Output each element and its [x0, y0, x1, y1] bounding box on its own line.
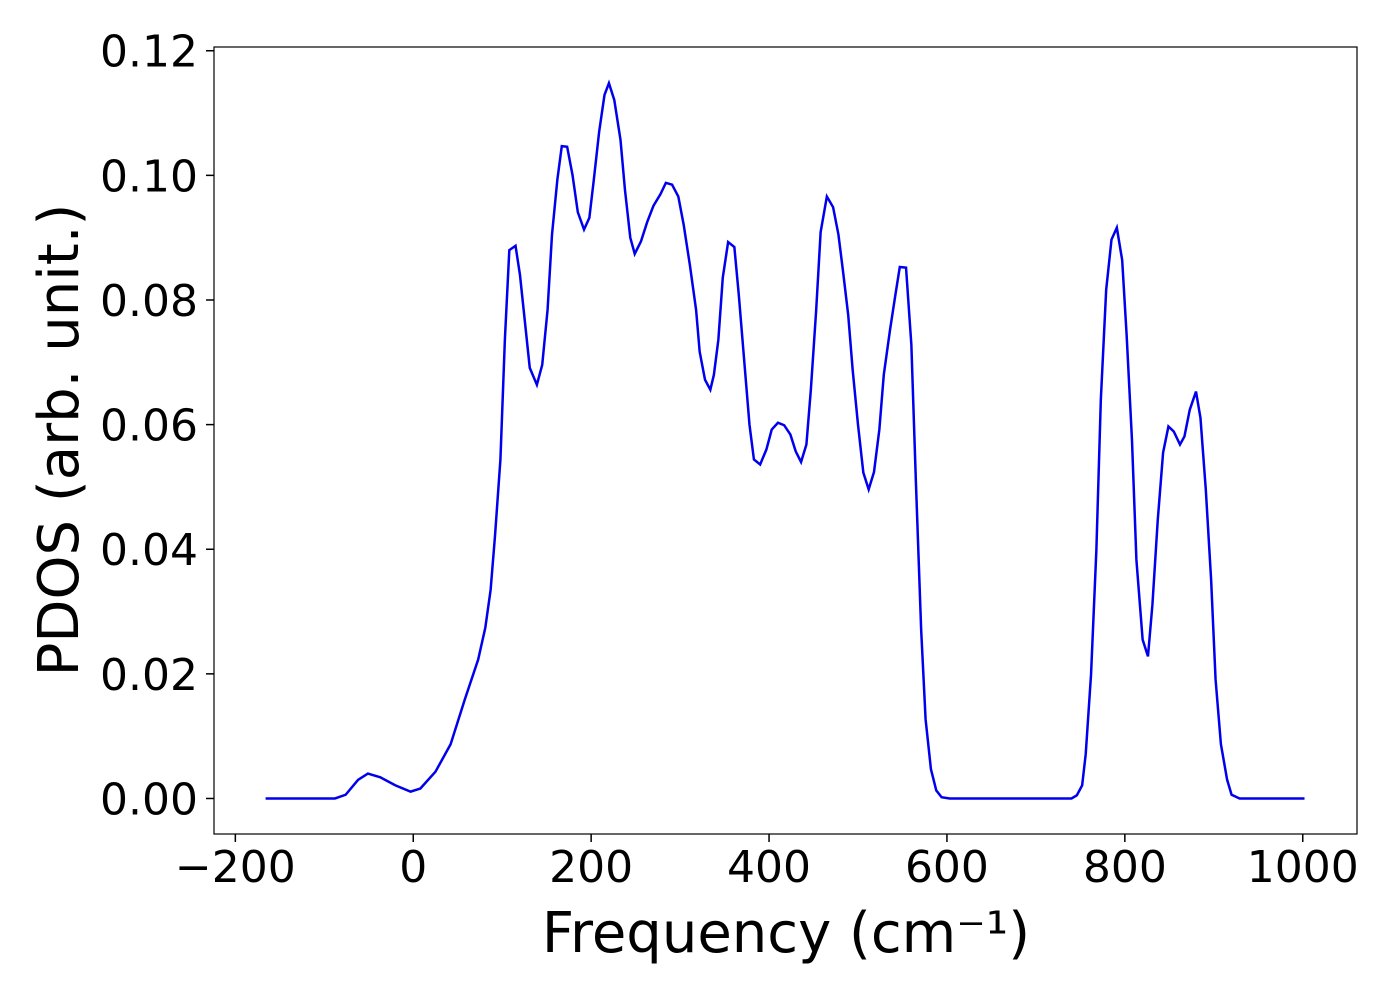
y-tick-label: 0.08: [100, 276, 198, 327]
x-tick-label: −200: [175, 842, 296, 893]
y-axis-label: PDOS (arb. unit.): [27, 204, 92, 677]
y-tick-label: 0.06: [100, 401, 198, 452]
plot-frame: [213, 46, 1358, 835]
x-tick-label: 200: [549, 842, 633, 893]
y-tick-label: 0.02: [100, 650, 198, 701]
x-tick-label: 600: [905, 842, 989, 893]
x-tick-label: 0: [399, 842, 427, 893]
y-tick-label: 0.10: [100, 151, 198, 202]
data-line: [265, 79, 1305, 800]
x-tick-label: 1000: [1247, 842, 1359, 893]
y-tick-label: 0.04: [100, 525, 198, 576]
x-axis-label: Frequency (cm⁻¹): [542, 901, 1030, 966]
x-tick-label: 400: [727, 842, 811, 893]
y-tick-label: 0.00: [100, 774, 198, 825]
y-tick-label: 0.12: [100, 27, 198, 78]
x-tick-label: 800: [1083, 842, 1167, 893]
